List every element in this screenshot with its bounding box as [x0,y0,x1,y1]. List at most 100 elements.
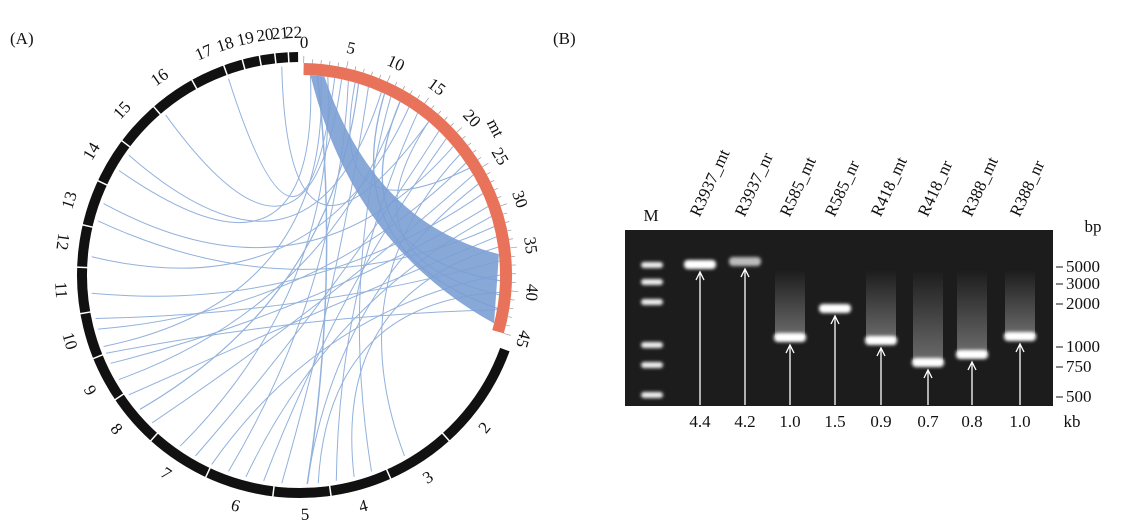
minor-tick [395,82,397,86]
band [729,257,761,266]
mt-tick-label: 45 [512,328,535,350]
minor-tick [371,72,372,76]
minor-tick [511,291,518,292]
chromosome-label: 10 [58,330,81,352]
minor-tick [509,308,513,309]
minor-tick [487,172,491,174]
minor-tick [330,61,331,65]
minor-tick [346,61,348,68]
chromosome-label: 18 [214,33,236,56]
size-label: 1.0 [779,412,800,431]
lane-label: R418_nr [914,157,957,219]
minor-tick [482,163,488,167]
link [180,77,328,446]
minor-tick [363,69,364,73]
ladder-label: 500 [1066,387,1092,406]
smear [913,270,943,362]
ladder-label: 2000 [1066,294,1100,313]
link [318,292,499,483]
lane-label: R418_mt [867,154,911,220]
panel-label: (A) [10,29,34,48]
chromosome-label: 3 [419,467,436,488]
chromosome-label: 19 [235,27,256,49]
figure: (A) (B) 051015202530354045mt234567891011… [0,0,1131,529]
unit-label: bp [1085,217,1102,236]
minor-tick [500,204,507,206]
size-label: 4.2 [734,412,755,431]
smear [775,270,805,337]
mt-tick-label: 40 [522,283,542,301]
marker-label: M [643,206,658,225]
link [212,275,500,464]
ladder-band [641,392,663,398]
unit-label: kb [1064,412,1081,431]
mt-tick-label: 5 [345,38,357,58]
chromosome-label: 6 [229,495,242,516]
minor-tick [387,75,390,81]
minor-tick [468,143,471,145]
chromosome-label: 12 [52,232,73,251]
ladder-label: 1000 [1066,337,1100,356]
minor-tick [494,188,498,190]
minor-tick [504,333,511,335]
link [307,76,326,484]
minor-tick [478,157,481,159]
band [1004,332,1036,341]
band [912,358,944,367]
lane-label: R3937_nr [731,149,777,219]
band [956,350,988,359]
link [359,97,390,472]
mt-tick-label: 35 [520,236,541,255]
minor-tick [410,91,412,94]
chromosome-label: 22 [285,23,302,42]
size-label: 0.9 [870,412,891,431]
chromosome-label: 13 [58,189,81,211]
minor-tick [497,196,501,197]
link [152,175,473,423]
minor-tick [507,230,511,231]
chromosome-label: 15 [109,97,134,122]
minor-tick [445,117,448,120]
minor-tick [355,66,356,70]
link [264,139,447,481]
mt-tick-label: 20 [459,106,484,131]
lane-label: R3937_mt [686,146,734,219]
minor-tick [503,213,507,214]
minor-tick [403,86,405,89]
minor-tick [506,325,510,326]
size-label: 0.7 [917,412,939,431]
smear [866,270,896,340]
size-label: 1.5 [824,412,845,431]
minor-tick [338,63,339,67]
link [166,79,342,206]
minor-tick [462,136,465,139]
divider [288,51,289,63]
chromosome-label: 4 [357,496,371,517]
mt-tick-label: 30 [508,188,531,210]
chromosome-label: 9 [80,382,101,399]
size-label: 0.8 [961,412,982,431]
smear [1005,270,1035,336]
chromosome-label: 2 [474,418,494,437]
minor-tick [510,247,517,248]
gel [625,230,1053,406]
band [865,336,897,345]
mt-tick-label: 10 [384,51,407,75]
minor-tick [473,150,476,152]
lane-label: R388_mt [958,154,1002,220]
minor-tick [457,128,462,133]
smear [957,270,987,354]
gel-panel: M bp kb 5000300020001000750500R3937_mt4.… [625,146,1102,431]
ladder-label: 3000 [1066,274,1100,293]
panel-label: (B) [553,29,576,48]
minor-tick [379,75,380,79]
chromosome-label: 5 [301,505,310,524]
mt-tick-label: 25 [488,144,513,168]
chromosome-label: 17 [192,40,216,64]
band [684,260,716,269]
minor-tick [505,222,509,223]
lane-label: R585_nr [821,157,864,219]
chromosome-label: 16 [147,65,172,90]
ladder-band [641,342,663,348]
